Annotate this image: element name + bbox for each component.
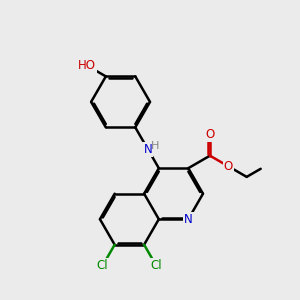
Text: N: N [143, 142, 152, 156]
Text: Cl: Cl [97, 259, 108, 272]
Text: N: N [184, 213, 193, 226]
Text: H: H [151, 141, 159, 151]
Text: O: O [224, 160, 233, 173]
Text: O: O [205, 128, 214, 141]
Text: HO: HO [78, 59, 96, 72]
Text: Cl: Cl [150, 259, 162, 272]
